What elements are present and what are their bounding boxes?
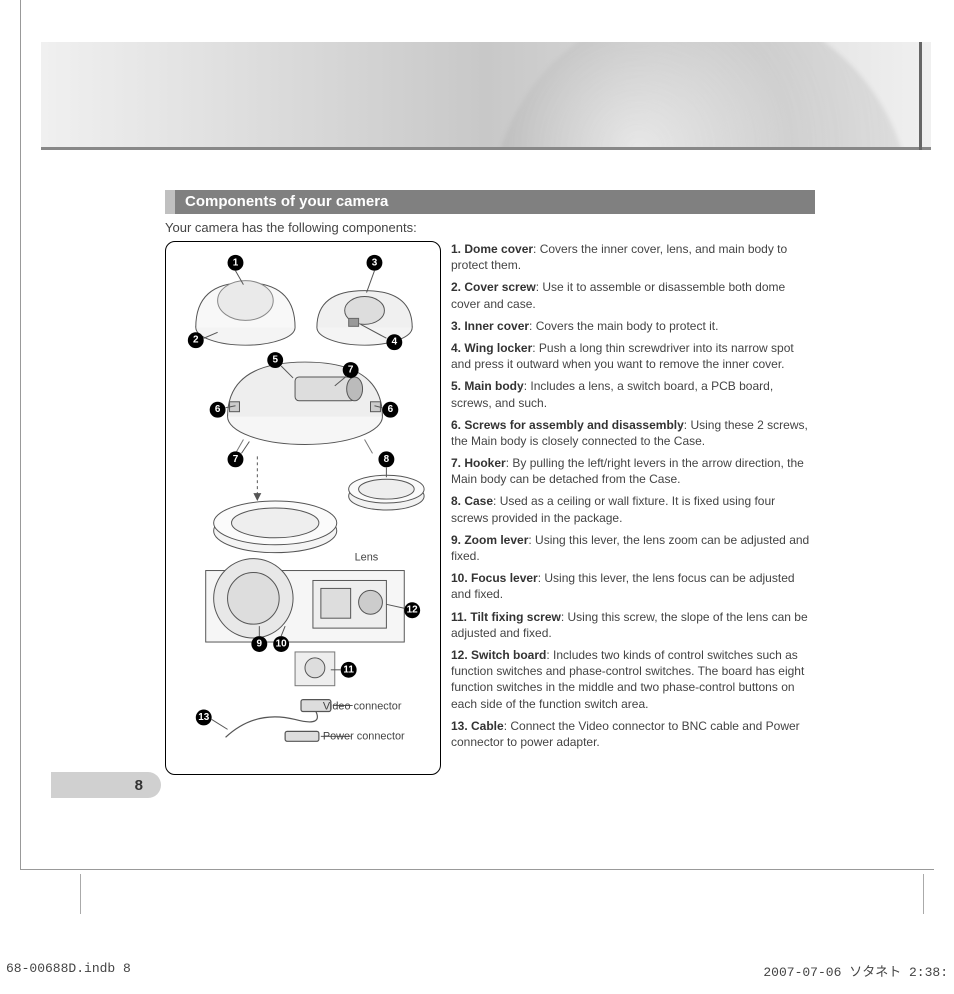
component-desc: : Used as a ceiling or wall fixture. It … — [451, 494, 775, 524]
page-frame: Components of your camera Your camera ha… — [20, 0, 934, 870]
component-item: 8. Case: Used as a ceiling or wall fixtu… — [451, 493, 815, 525]
page-number-badge: 8 — [51, 772, 161, 798]
component-number: 5. — [451, 379, 464, 393]
content-area: Components of your camera Your camera ha… — [165, 190, 815, 775]
header-divider — [919, 42, 922, 150]
component-item: 3. Inner cover: Covers the main body to … — [451, 318, 815, 334]
header-band — [41, 42, 931, 150]
component-item: 12. Switch board: Includes two kinds of … — [451, 647, 815, 712]
page-number: 8 — [135, 777, 143, 794]
svg-text:1: 1 — [233, 257, 239, 268]
crop-mark-right — [923, 874, 924, 914]
component-name: Screws for assembly and disassembly — [464, 418, 683, 432]
component-name: Case — [464, 494, 493, 508]
component-number: 12. — [451, 648, 471, 662]
diagram-label-power: Power connector — [323, 730, 405, 742]
section-title: Components of your camera — [165, 190, 815, 214]
svg-text:8: 8 — [384, 454, 390, 465]
component-number: 13. — [451, 719, 471, 733]
component-number: 10. — [451, 571, 471, 585]
component-desc: : Covers the main body to protect it. — [529, 319, 718, 333]
component-number: 3. — [451, 319, 464, 333]
component-item: 1. Dome cover: Covers the inner cover, l… — [451, 241, 815, 273]
svg-text:3: 3 — [372, 257, 378, 268]
component-item: 5. Main body: Includes a lens, a switch … — [451, 378, 815, 410]
component-name: Focus lever — [471, 571, 538, 585]
component-name: Wing locker — [464, 341, 532, 355]
svg-text:10: 10 — [276, 639, 288, 650]
crop-mark-left — [80, 874, 81, 914]
print-footer: 68-00688D.indb 8 2007-07-06 ソタネト 2:38: — [0, 961, 954, 980]
component-item: 10. Focus lever: Using this lever, the l… — [451, 570, 815, 602]
component-name: Cable — [471, 719, 504, 733]
svg-text:11: 11 — [343, 664, 354, 675]
component-name: Zoom lever — [464, 533, 528, 547]
component-name: Hooker — [464, 456, 505, 470]
component-number: 4. — [451, 341, 464, 355]
footer-timestamp: 2007-07-06 ソタネト 2:38: — [763, 961, 948, 980]
component-number: 6. — [451, 418, 464, 432]
component-name: Main body — [464, 379, 523, 393]
component-item: 11. Tilt fixing screw: Using this screw,… — [451, 609, 815, 641]
component-item: 2. Cover screw: Use it to assemble or di… — [451, 279, 815, 311]
diagram-label-lens: Lens — [355, 552, 379, 564]
components-diagram: Lens — [165, 241, 441, 775]
component-number: 8. — [451, 494, 464, 508]
component-name: Switch board — [471, 648, 546, 662]
svg-text:7: 7 — [348, 365, 354, 376]
svg-text:4: 4 — [392, 337, 398, 348]
intro-text: Your camera has the following components… — [165, 220, 815, 235]
component-number: 9. — [451, 533, 464, 547]
component-list: 1. Dome cover: Covers the inner cover, l… — [451, 241, 815, 775]
component-item: 6. Screws for assembly and disassembly: … — [451, 417, 815, 449]
svg-text:5: 5 — [272, 355, 278, 366]
component-number: 2. — [451, 280, 464, 294]
svg-text:2: 2 — [193, 335, 199, 346]
component-name: Inner cover — [464, 319, 529, 333]
component-desc: : Connect the Video connector to BNC cab… — [451, 719, 800, 749]
component-number: 1. — [451, 242, 464, 256]
header-lens-graphic — [491, 42, 911, 150]
component-number: 11. — [451, 610, 470, 624]
component-item: 4. Wing locker: Push a long thin screwdr… — [451, 340, 815, 372]
svg-text:6: 6 — [388, 404, 394, 415]
svg-text:6: 6 — [215, 404, 221, 415]
two-column-layout: Lens — [165, 241, 815, 775]
component-name: Cover screw — [464, 280, 535, 294]
component-item: 7. Hooker: By pulling the left/right lev… — [451, 455, 815, 487]
diagram-label-video: Video connector — [323, 701, 402, 713]
component-item: 13. Cable: Connect the Video connector t… — [451, 718, 815, 750]
svg-text:12: 12 — [407, 605, 419, 616]
component-item: 9. Zoom lever: Using this lever, the len… — [451, 532, 815, 564]
component-number: 7. — [451, 456, 464, 470]
svg-text:9: 9 — [257, 639, 263, 650]
svg-text:7: 7 — [233, 454, 239, 465]
component-name: Dome cover — [464, 242, 533, 256]
footer-filename: 68-00688D.indb 8 — [6, 961, 131, 980]
svg-text:13: 13 — [198, 712, 210, 723]
component-name: Tilt fixing screw — [470, 610, 560, 624]
